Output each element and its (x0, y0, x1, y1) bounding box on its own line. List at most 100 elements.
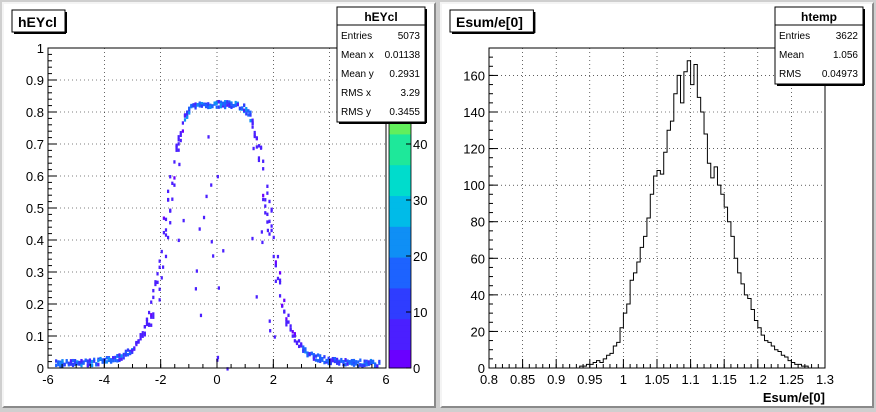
histogram-bar (751, 309, 754, 368)
heatmap-cell (154, 280, 157, 284)
heatmap-cell (253, 133, 256, 137)
heatmap-cell (336, 357, 339, 362)
heatmap-cell (67, 361, 70, 366)
histogram-bar (630, 280, 633, 368)
histogram-bar (664, 152, 667, 368)
heatmap-cell (268, 232, 271, 236)
heatmap-cell (321, 358, 324, 362)
histogram-bar (778, 352, 781, 368)
heatmap-cell (302, 345, 305, 349)
heatmap-cell (348, 360, 351, 364)
heatmap-cell (306, 351, 309, 356)
palette-step (389, 306, 411, 314)
heatmap-cell (190, 103, 193, 108)
y-tick-label: 0 (478, 361, 485, 376)
heatmap-cell (287, 320, 290, 324)
heatmap-cell (243, 108, 246, 113)
heatmap-cell (215, 105, 218, 109)
stats-value: 1.056 (833, 50, 858, 61)
heatmap-cell (71, 358, 75, 363)
palette-step (389, 300, 411, 307)
heatmap-cell (86, 360, 89, 364)
histogram-bar (610, 353, 613, 368)
palette-step (389, 269, 411, 277)
x-tick-label: 2 (270, 372, 277, 387)
heatmap-cell (285, 323, 288, 327)
heatmap-cell (230, 105, 233, 110)
heatmap-cell (253, 130, 256, 135)
palette-step (389, 214, 411, 221)
histogram-bar (644, 236, 647, 368)
heatmap-cell (167, 198, 170, 202)
heatmap-cell (178, 162, 181, 167)
heatmap-cell (266, 184, 269, 188)
stats-label: Mean (779, 50, 804, 61)
heatmap-cell (319, 359, 322, 364)
heatmap-cell (252, 146, 255, 151)
y-tick-label: 0.3 (26, 265, 44, 280)
palette-tick-label: 30 (413, 193, 427, 208)
heatmap-cell (76, 360, 79, 364)
heatmap-cell (198, 227, 201, 231)
heatmap-cell (181, 121, 184, 125)
stats-label: RMS x (341, 88, 371, 99)
palette-step (389, 189, 411, 197)
histogram-bar (724, 207, 727, 368)
heatmap-cell (160, 276, 163, 280)
x-tick-label: 1.1 (682, 372, 700, 387)
heatmap-cell (124, 353, 127, 357)
stats-box-frame (336, 6, 426, 123)
histogram-bar (657, 171, 660, 368)
histogram-bar (593, 363, 596, 368)
y-tick-label: 0 (37, 361, 44, 376)
heatmap-cell (274, 279, 277, 283)
x-tick-label: -6 (42, 372, 54, 387)
y-tick-label: 1 (37, 41, 44, 56)
histogram-bar (660, 174, 663, 368)
stats-value: 0.04973 (822, 69, 859, 80)
x-tick-label: 0.95 (577, 372, 602, 387)
heatmap-cell (287, 313, 290, 318)
heatmap-cell (200, 104, 204, 108)
x-tick-label: 0.85 (510, 372, 535, 387)
heatmap-cell (278, 278, 282, 282)
heatmap-cell (97, 363, 100, 367)
histogram-bar (744, 295, 747, 368)
heatmap-cell (171, 197, 174, 201)
heatmap-cell (266, 228, 269, 233)
histogram-bar (590, 364, 593, 368)
stats-label: Entries (341, 31, 372, 42)
heatmap-cell (226, 100, 229, 104)
heatmap-cell (327, 361, 330, 366)
heatmap-cell (361, 364, 364, 368)
stats-label: RMS y (341, 107, 371, 118)
histogram-bar (627, 304, 630, 368)
heatmap-cell (268, 219, 271, 224)
heatmap-cell (219, 102, 223, 107)
x-tick-label: 4 (326, 372, 333, 387)
heatmap-cell (247, 113, 250, 117)
x-tick-label: 0 (213, 372, 220, 387)
palette-step (389, 152, 411, 160)
heatmap-cell (245, 112, 248, 116)
histogram-bar (721, 194, 724, 368)
palette-step (389, 281, 411, 289)
palette-step (389, 220, 411, 227)
heatmap-cell (179, 131, 182, 135)
heatmap-cell (205, 194, 208, 199)
y-tick-label: 160 (463, 68, 485, 83)
heatmap-cell (270, 228, 273, 233)
y-tick-label: 120 (463, 142, 485, 157)
heatmap-cell (261, 240, 264, 245)
heatmap-cell (344, 363, 347, 367)
y-axis: 0 0.1 0.2 0.3 0.4 0.5 0.6 0.7 0.8 0.9 1 (26, 41, 57, 376)
heatmap-cell (285, 317, 288, 321)
heatmap-cell (63, 362, 66, 367)
heatmap-cell (71, 362, 75, 367)
stats-name: hEYcl (364, 10, 397, 24)
palette-step (389, 170, 411, 178)
heatmap-cell (355, 360, 358, 364)
stats-box: hEYcl Entries 5073 Mean x 0.01138 Mean y 0.293… (336, 6, 427, 124)
histogram-bar (670, 121, 673, 368)
heatmap-cell (327, 356, 330, 361)
